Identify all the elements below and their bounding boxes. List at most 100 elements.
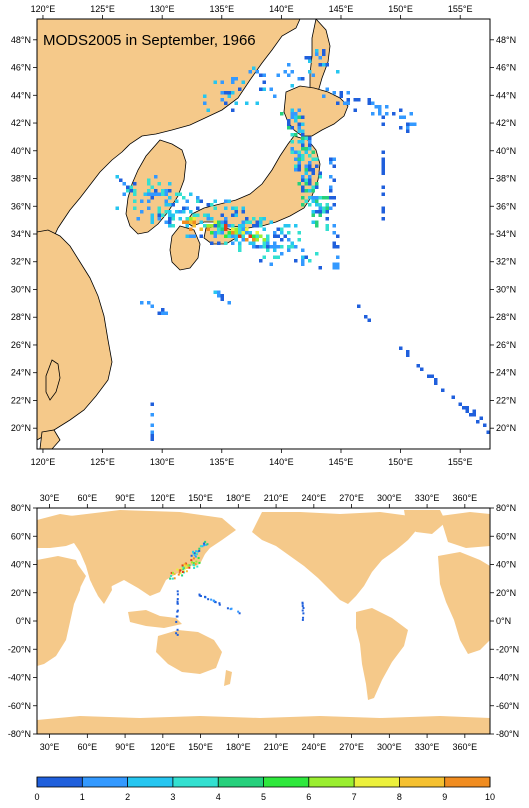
- data-cell: [147, 199, 151, 203]
- top-lat-label-left: 24°N: [11, 368, 31, 378]
- data-cell: [297, 115, 301, 119]
- data-cell: [199, 199, 203, 203]
- data-cell: [273, 245, 277, 249]
- data-cell: [210, 598, 213, 601]
- data-cell: [329, 175, 333, 179]
- data-cell: [276, 245, 280, 249]
- data-cell: [301, 601, 304, 604]
- data-cell: [329, 189, 333, 193]
- data-cell: [220, 294, 224, 298]
- data-cell: [147, 192, 151, 196]
- data-cell: [304, 150, 308, 154]
- data-cell: [238, 234, 242, 238]
- data-cell: [353, 98, 357, 102]
- data-cell: [308, 161, 312, 165]
- data-cell: [133, 206, 137, 210]
- top-lat-label-left: 38°N: [11, 174, 31, 184]
- data-cell: [336, 70, 340, 74]
- data-cell: [255, 220, 259, 224]
- data-cell: [472, 409, 476, 413]
- bot-lon-label-top: 150°E: [188, 493, 213, 503]
- data-cell: [280, 238, 284, 242]
- data-cell: [164, 311, 168, 315]
- data-cell: [192, 213, 196, 217]
- data-cell: [262, 227, 266, 231]
- data-cell: [318, 175, 322, 179]
- data-cell: [164, 203, 168, 207]
- colorbar-label: 4: [216, 792, 221, 802]
- data-cell: [315, 224, 319, 228]
- data-cell: [133, 192, 137, 196]
- taiwan: [45, 359, 61, 401]
- colorbar-swatch: [308, 777, 355, 787]
- data-cell: [329, 196, 333, 200]
- data-cell: [147, 182, 151, 186]
- top-lat-label-right: 38°N: [496, 174, 516, 184]
- data-cell: [385, 112, 389, 116]
- data-cell: [150, 434, 154, 438]
- data-cell: [406, 122, 410, 126]
- data-cell: [259, 234, 263, 238]
- data-cell: [234, 210, 238, 214]
- data-cell: [301, 77, 305, 81]
- data-cell: [241, 210, 245, 214]
- data-cell: [294, 259, 298, 263]
- data-cell: [164, 192, 168, 196]
- top-lat-label-right: 42°N: [496, 118, 516, 128]
- data-cell: [241, 234, 245, 238]
- data-cell: [126, 185, 130, 189]
- data-cell: [297, 129, 301, 133]
- bot-lat-label-right: -40°N: [496, 673, 519, 683]
- data-cell: [241, 80, 245, 84]
- data-cell: [189, 227, 193, 231]
- data-cell: [183, 571, 186, 574]
- data-cell: [273, 248, 277, 252]
- data-cell: [276, 255, 280, 259]
- data-cell: [181, 567, 184, 570]
- data-cell: [290, 70, 294, 74]
- data-cell: [196, 199, 200, 203]
- bot-lon-label-top: 300°E: [377, 493, 402, 503]
- data-cell: [381, 115, 385, 119]
- data-cell: [374, 105, 378, 109]
- data-cell: [176, 568, 179, 571]
- bot-lon-label-top: 270°E: [339, 493, 364, 503]
- top-lat-label-right: 30°N: [496, 284, 516, 294]
- top-lon-label-top: 130°E: [150, 4, 175, 14]
- data-cell: [150, 423, 154, 427]
- data-cell: [315, 182, 319, 186]
- bot-lat-label-right: 60°N: [496, 531, 516, 541]
- bot-lon-label-bottom: 90°E: [115, 742, 135, 752]
- india: [92, 572, 112, 604]
- data-cell: [280, 231, 284, 235]
- data-cell: [325, 224, 329, 228]
- data-cell: [406, 126, 410, 130]
- data-cell: [217, 290, 221, 294]
- top-lat-label-left: 32°N: [11, 257, 31, 267]
- data-cell: [311, 73, 315, 77]
- data-cell: [290, 241, 294, 245]
- data-cell: [175, 192, 179, 196]
- data-cell: [161, 311, 165, 315]
- top-lat-label-right: 36°N: [496, 201, 516, 211]
- data-cell: [176, 602, 179, 605]
- data-cell: [176, 590, 179, 593]
- data-cell: [192, 557, 195, 560]
- data-cell: [238, 224, 242, 228]
- data-cell: [175, 632, 178, 635]
- data-cell: [238, 227, 242, 231]
- data-cell: [245, 238, 249, 242]
- data-cell: [217, 227, 221, 231]
- data-cell: [315, 203, 319, 207]
- bot-lon-label-bottom: 240°E: [302, 742, 327, 752]
- data-cell: [262, 217, 266, 221]
- data-cell: [161, 189, 165, 193]
- data-cell: [332, 241, 336, 245]
- data-cell: [297, 164, 301, 168]
- data-cell: [231, 80, 235, 84]
- data-cell: [206, 217, 210, 221]
- top-lon-label-bottom: 120°E: [31, 457, 56, 467]
- data-cell: [315, 52, 319, 56]
- data-cell: [332, 231, 336, 235]
